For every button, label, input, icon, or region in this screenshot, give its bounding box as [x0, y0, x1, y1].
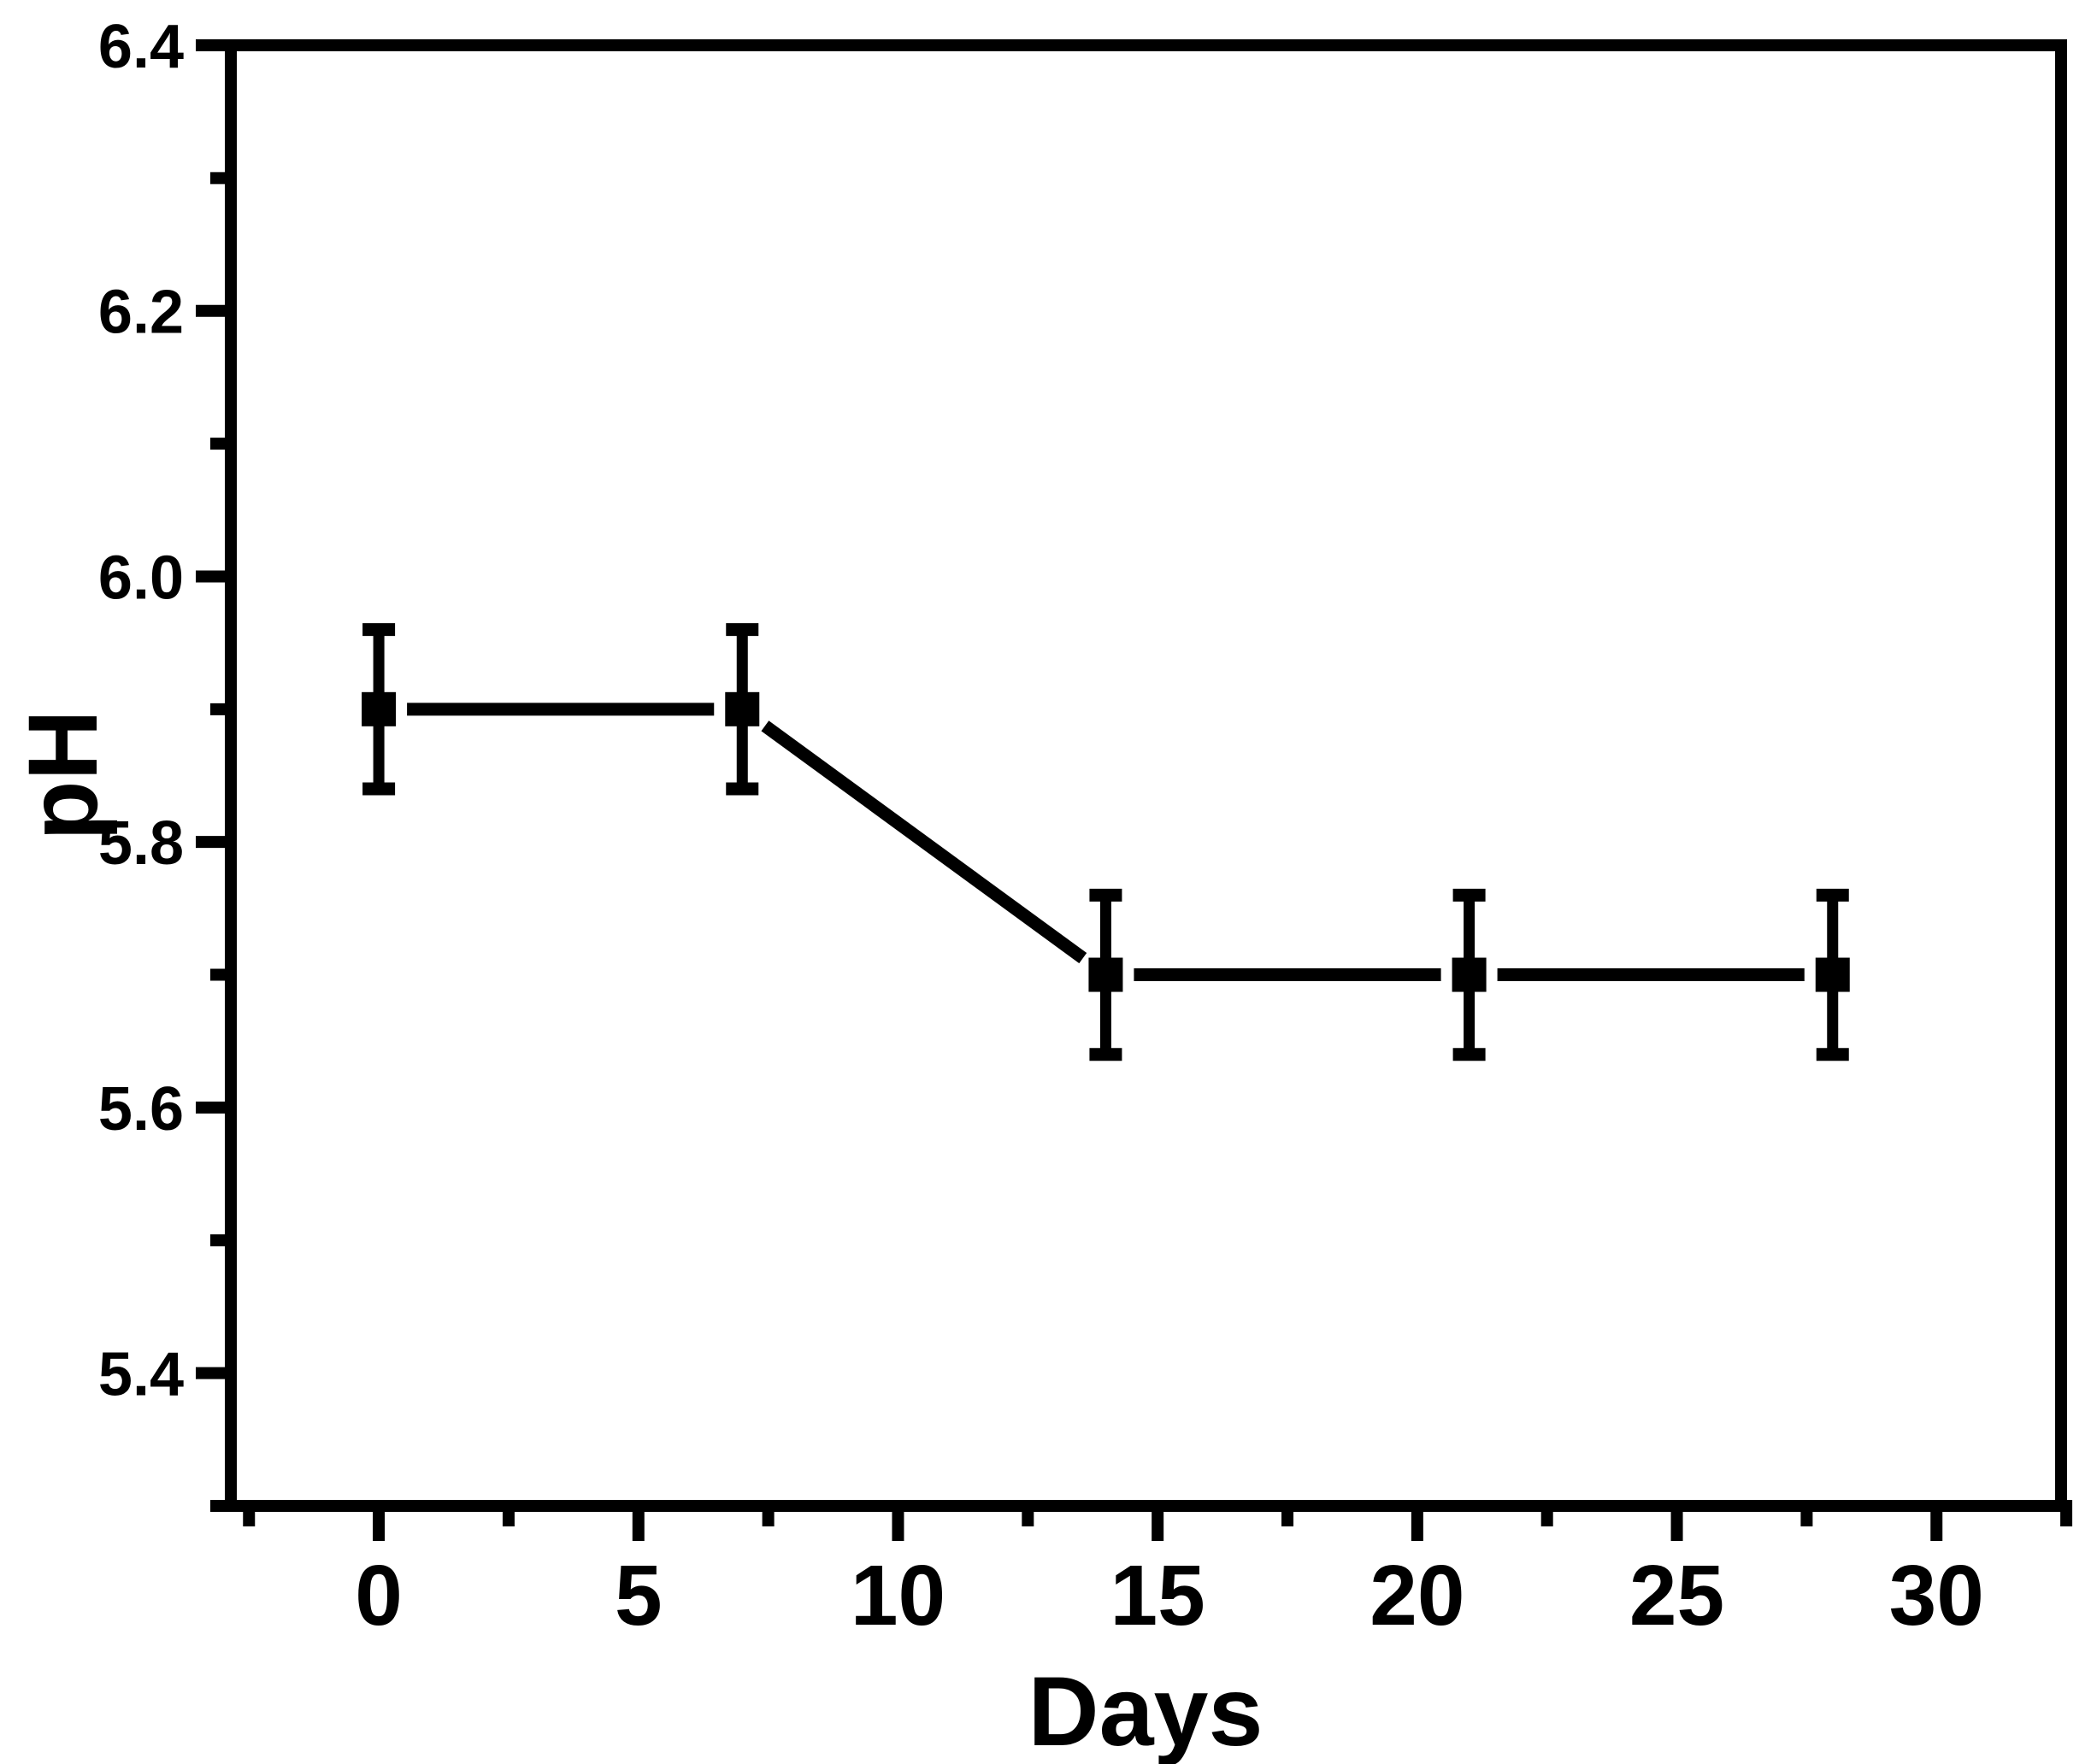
- y-tick-label: 6.2: [98, 279, 184, 347]
- y-tick-label: 5.4: [98, 1341, 184, 1409]
- plot-frame: [225, 39, 2067, 1512]
- data-point-marker: [1815, 957, 1850, 992]
- x-tick-label: 0: [355, 1548, 403, 1643]
- y-axis-title: pH: [9, 709, 118, 840]
- x-tick-label: 15: [1110, 1548, 1205, 1643]
- x-tick-label: 25: [1629, 1548, 1724, 1643]
- x-tick-label: 30: [1889, 1548, 1984, 1643]
- x-tick-label: 20: [1370, 1548, 1464, 1643]
- x-tick-label: 10: [851, 1548, 945, 1643]
- y-tick-label: 5.6: [98, 1075, 184, 1144]
- data-point-marker: [725, 691, 760, 726]
- y-tick-label: 6.0: [98, 544, 184, 612]
- y-tick-label: 5.8: [98, 809, 184, 878]
- data-point-marker: [1088, 957, 1123, 992]
- data-point-marker: [1452, 957, 1487, 992]
- plot-area: 5.4 5.6 5.8 6.0 6.2 6.4 0 5 10 15 20 25 30: [98, 13, 2073, 1643]
- x-axis-title: Days: [1028, 1657, 1264, 1764]
- y-tick-label: 6.4: [98, 13, 184, 81]
- x-tick-label: 5: [615, 1548, 663, 1643]
- data-point-marker: [362, 691, 397, 726]
- series-line-segment: [761, 720, 1087, 964]
